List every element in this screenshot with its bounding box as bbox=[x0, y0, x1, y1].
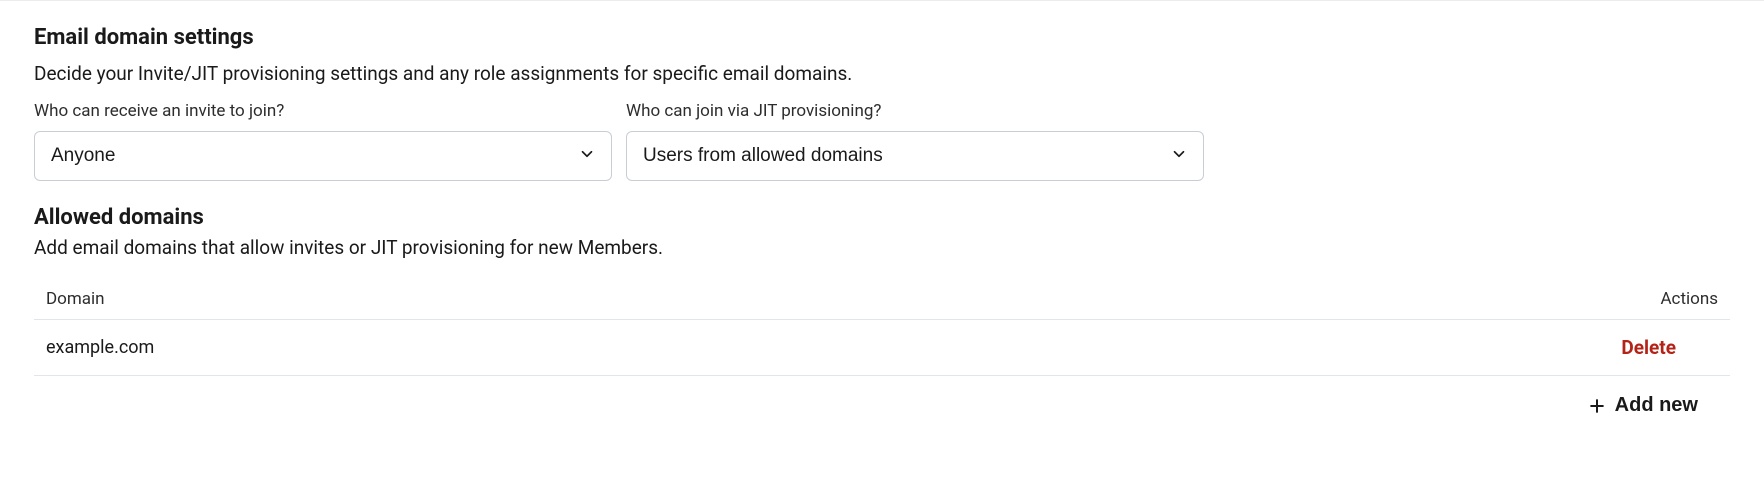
add-new-button[interactable]: Add new bbox=[1587, 394, 1718, 417]
invite-select[interactable]: Anyone bbox=[34, 131, 612, 181]
jit-select-wrapper: Users from allowed domains bbox=[626, 131, 1204, 181]
header-actions: Actions bbox=[1660, 289, 1718, 309]
email-domain-title: Email domain settings bbox=[34, 25, 1730, 50]
allowed-domains-description: Add email domains that allow invites or … bbox=[34, 236, 1730, 259]
add-new-label: Add new bbox=[1615, 394, 1698, 417]
invite-field-label: Who can receive an invite to join? bbox=[34, 101, 612, 121]
dropdown-row: Who can receive an invite to join? Anyon… bbox=[34, 101, 1730, 181]
allowed-domains-table: Domain Actions example.com Delete Add ne… bbox=[34, 279, 1730, 417]
table-row: example.com Delete bbox=[34, 320, 1730, 376]
jit-field-group: Who can join via JIT provisioning? Users… bbox=[626, 101, 1204, 181]
invite-select-wrapper: Anyone bbox=[34, 131, 612, 181]
table-header: Domain Actions bbox=[34, 279, 1730, 320]
domain-cell: example.com bbox=[46, 337, 154, 358]
jit-select-value: Users from allowed domains bbox=[643, 145, 883, 167]
plus-icon bbox=[1587, 396, 1607, 416]
top-divider bbox=[0, 0, 1764, 1]
invite-field-group: Who can receive an invite to join? Anyon… bbox=[34, 101, 612, 181]
email-domain-description: Decide your Invite/JIT provisioning sett… bbox=[34, 62, 1730, 85]
delete-button[interactable]: Delete bbox=[1621, 336, 1718, 359]
jit-select[interactable]: Users from allowed domains bbox=[626, 131, 1204, 181]
invite-select-value: Anyone bbox=[51, 145, 115, 167]
header-domain: Domain bbox=[46, 289, 105, 309]
jit-field-label: Who can join via JIT provisioning? bbox=[626, 101, 1204, 121]
allowed-domains-title: Allowed domains bbox=[34, 205, 1730, 230]
add-row: Add new bbox=[34, 376, 1730, 417]
